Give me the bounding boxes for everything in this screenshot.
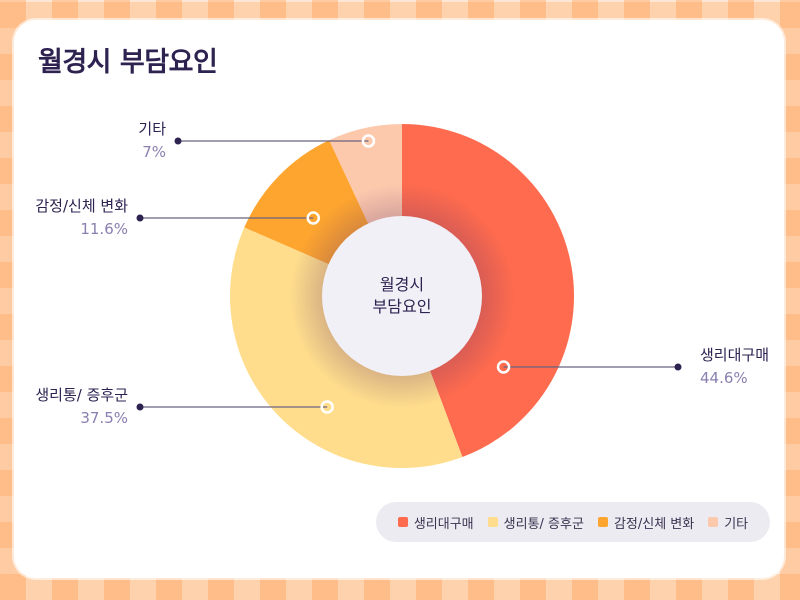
data-label-value: 37.5%: [80, 409, 128, 427]
data-label-category: 생리대구매: [700, 346, 769, 364]
legend: 생리대구매 생리통/ 증후군 감정/신체 변화 기타: [376, 502, 770, 542]
data-label-category: 감정/신체 변화: [35, 197, 128, 215]
slice-marker: [306, 211, 321, 225]
center-label-line1: 월경시: [380, 275, 424, 294]
leader-end-dot: [674, 363, 682, 371]
legend-item: 생리통/ 증후군: [487, 513, 584, 532]
center-disc: [322, 216, 482, 376]
legend-label: 생리통/ 증후군: [503, 516, 584, 532]
data-label-category: 기타: [138, 120, 166, 138]
legend-label: 감정/신체 변화: [613, 516, 695, 532]
legend-swatch: [708, 517, 719, 527]
chart-title: 월경시 부담요인: [38, 47, 218, 78]
leader-end-dot: [174, 137, 182, 145]
slice-marker: [496, 360, 511, 374]
legend-item: 감정/신체 변화: [597, 513, 695, 532]
data-label-value: 11.6%: [80, 220, 128, 238]
legend-item: 기타: [708, 513, 748, 532]
legend-swatch: [487, 517, 498, 527]
leader-end-dot: [136, 214, 144, 222]
center-label-line2: 부담요인: [373, 297, 432, 316]
data-label-category: 생리통/ 증후군: [35, 386, 128, 404]
legend-swatch: [597, 517, 608, 527]
legend-item: 생리대구매: [397, 513, 474, 532]
slice-marker: [320, 400, 334, 414]
data-label-value: 44.6%: [700, 369, 748, 387]
slice-marker: [361, 134, 376, 148]
data-label-value: 7%: [142, 143, 166, 161]
legend-swatch: [397, 517, 408, 527]
legend-label: 생리대구매: [413, 516, 474, 532]
leader-end-dot: [136, 403, 144, 411]
legend-label: 기타: [724, 516, 749, 532]
